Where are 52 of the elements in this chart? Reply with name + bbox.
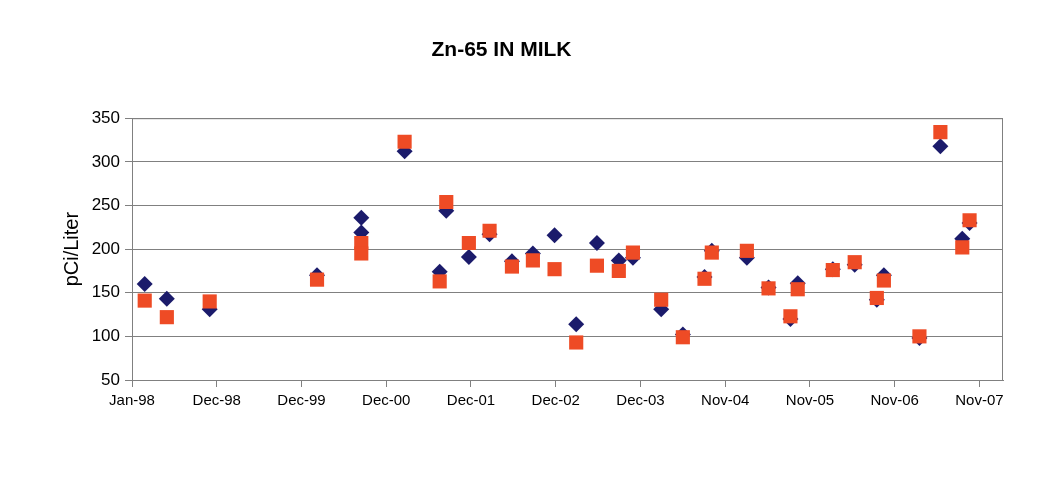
point <box>439 194 454 210</box>
point <box>136 276 153 293</box>
point <box>955 240 970 255</box>
point <box>460 248 477 265</box>
y-tick-label: 50 <box>101 369 120 389</box>
x-tick-label: Dec-00 <box>362 391 411 409</box>
point <box>354 246 369 261</box>
x-tick-label: Nov-07 <box>955 391 1004 409</box>
point <box>654 292 669 307</box>
point <box>504 259 520 274</box>
point <box>202 294 217 309</box>
y-tick-label: 150 <box>91 282 120 302</box>
y-tick-label: 250 <box>91 195 120 215</box>
y-tick-label: 350 <box>91 107 120 127</box>
x-tick-label: Jan-98 <box>109 391 155 409</box>
point <box>309 272 325 287</box>
point <box>482 223 497 238</box>
point <box>353 209 370 226</box>
x-tick-label: Dec-03 <box>616 391 665 409</box>
point <box>589 258 604 273</box>
y-tick-label: 300 <box>91 151 120 171</box>
x-tick-label: Dec-02 <box>531 391 580 409</box>
point <box>932 138 949 155</box>
x-tick-label: Dec-01 <box>446 391 496 409</box>
chart-title: Zn-65 IN MILK <box>431 37 572 61</box>
point <box>625 245 641 260</box>
point <box>933 125 948 140</box>
point <box>461 235 476 251</box>
point <box>159 310 174 325</box>
point <box>432 274 447 289</box>
x-tick-label: Dec-99 <box>277 391 326 409</box>
y-tick-label: 100 <box>91 326 120 346</box>
point <box>569 335 584 350</box>
point <box>876 273 891 288</box>
point <box>137 293 152 308</box>
point <box>158 290 175 307</box>
point <box>568 316 585 333</box>
y-tick-label: 200 <box>91 238 120 258</box>
point <box>546 227 563 244</box>
x-tick-label: Dec-98 <box>192 391 241 409</box>
point <box>790 282 805 297</box>
x-tick-label: Nov-04 <box>701 391 750 409</box>
point <box>397 134 412 149</box>
point <box>525 253 540 268</box>
point <box>739 243 754 258</box>
y-axis-title: pCi/Liter <box>59 211 82 287</box>
x-tick-label: Nov-05 <box>785 391 835 409</box>
x-tick-label: Nov-06 <box>870 391 919 409</box>
point <box>611 263 626 278</box>
point <box>547 262 562 277</box>
point <box>588 234 605 251</box>
point <box>675 330 690 345</box>
